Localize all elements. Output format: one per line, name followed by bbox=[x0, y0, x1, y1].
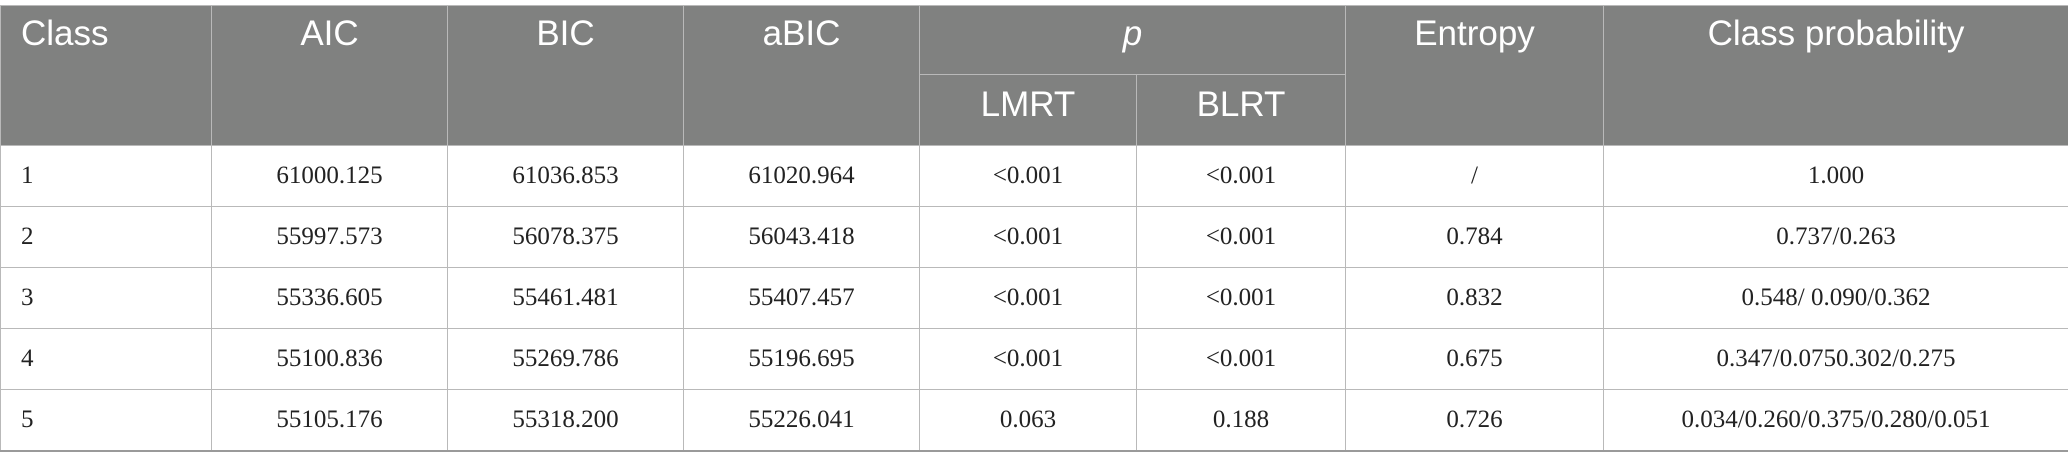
cell-bic: 56078.375 bbox=[448, 207, 684, 268]
cell-aic: 55105.176 bbox=[212, 390, 448, 452]
cell-abic: 61020.964 bbox=[684, 146, 920, 207]
col-header-class-probability: Class probability bbox=[1604, 6, 2068, 146]
table-body: 1 61000.125 61036.853 61020.964 <0.001 <… bbox=[1, 146, 2068, 452]
table-row: 3 55336.605 55461.481 55407.457 <0.001 <… bbox=[1, 268, 2068, 329]
cell-class-probability: 0.034/0.260/0.375/0.280/0.051 bbox=[1604, 390, 2068, 452]
cell-entropy: 0.675 bbox=[1346, 329, 1604, 390]
cell-bic: 55318.200 bbox=[448, 390, 684, 452]
cell-class: 1 bbox=[1, 146, 212, 207]
cell-lmrt: <0.001 bbox=[920, 207, 1137, 268]
cell-lmrt: <0.001 bbox=[920, 329, 1137, 390]
cell-aic: 55336.605 bbox=[212, 268, 448, 329]
cell-blrt: <0.001 bbox=[1137, 146, 1346, 207]
cell-bic: 55269.786 bbox=[448, 329, 684, 390]
col-header-blrt: BLRT bbox=[1137, 75, 1346, 146]
table-header: Class AIC BIC aBIC p Entropy Class proba… bbox=[1, 6, 2068, 146]
col-header-p: p bbox=[920, 6, 1346, 75]
cell-lmrt: <0.001 bbox=[920, 146, 1137, 207]
cell-aic: 55997.573 bbox=[212, 207, 448, 268]
table-row: 5 55105.176 55318.200 55226.041 0.063 0.… bbox=[1, 390, 2068, 452]
cell-aic: 55100.836 bbox=[212, 329, 448, 390]
cell-class: 2 bbox=[1, 207, 212, 268]
table-row: 4 55100.836 55269.786 55196.695 <0.001 <… bbox=[1, 329, 2068, 390]
col-header-lmrt: LMRT bbox=[920, 75, 1137, 146]
cell-entropy: 0.726 bbox=[1346, 390, 1604, 452]
col-header-aic: AIC bbox=[212, 6, 448, 146]
col-header-entropy: Entropy bbox=[1346, 6, 1604, 146]
col-header-class: Class bbox=[1, 6, 212, 146]
cell-abic: 55226.041 bbox=[684, 390, 920, 452]
cell-class-probability: 0.347/0.0750.302/0.275 bbox=[1604, 329, 2068, 390]
table-row: 1 61000.125 61036.853 61020.964 <0.001 <… bbox=[1, 146, 2068, 207]
cell-class: 3 bbox=[1, 268, 212, 329]
cell-blrt: <0.001 bbox=[1137, 207, 1346, 268]
cell-lmrt: 0.063 bbox=[920, 390, 1137, 452]
cell-aic: 61000.125 bbox=[212, 146, 448, 207]
cell-abic: 55407.457 bbox=[684, 268, 920, 329]
cell-blrt: <0.001 bbox=[1137, 268, 1346, 329]
cell-class: 4 bbox=[1, 329, 212, 390]
cell-bic: 55461.481 bbox=[448, 268, 684, 329]
cell-lmrt: <0.001 bbox=[920, 268, 1137, 329]
col-header-abic: aBIC bbox=[684, 6, 920, 146]
cell-entropy: 0.784 bbox=[1346, 207, 1604, 268]
cell-entropy: 0.832 bbox=[1346, 268, 1604, 329]
fit-indices-table: Class AIC BIC aBIC p Entropy Class proba… bbox=[0, 5, 2068, 452]
cell-abic: 56043.418 bbox=[684, 207, 920, 268]
cell-entropy: / bbox=[1346, 146, 1604, 207]
cell-blrt: <0.001 bbox=[1137, 329, 1346, 390]
col-header-bic: BIC bbox=[448, 6, 684, 146]
cell-bic: 61036.853 bbox=[448, 146, 684, 207]
cell-abic: 55196.695 bbox=[684, 329, 920, 390]
cell-blrt: 0.188 bbox=[1137, 390, 1346, 452]
table-row: 2 55997.573 56078.375 56043.418 <0.001 <… bbox=[1, 207, 2068, 268]
cell-class: 5 bbox=[1, 390, 212, 452]
cell-class-probability: 0.548/ 0.090/0.362 bbox=[1604, 268, 2068, 329]
cell-class-probability: 0.737/0.263 bbox=[1604, 207, 2068, 268]
cell-class-probability: 1.000 bbox=[1604, 146, 2068, 207]
